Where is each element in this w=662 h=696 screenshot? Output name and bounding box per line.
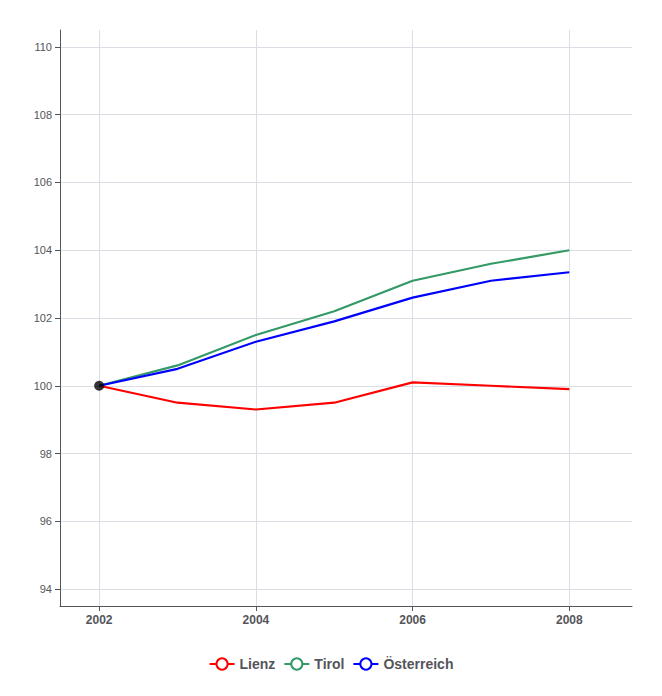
svg-text:2002: 2002	[86, 613, 113, 627]
svg-text:96: 96	[40, 515, 52, 527]
svg-text:Österreich: Österreich	[383, 656, 453, 672]
svg-text:104: 104	[34, 244, 52, 256]
svg-text:2004: 2004	[243, 613, 270, 627]
svg-text:Tirol: Tirol	[314, 656, 344, 672]
svg-text:108: 108	[34, 109, 52, 121]
svg-text:100: 100	[34, 380, 52, 392]
svg-text:102: 102	[34, 312, 52, 324]
svg-text:98: 98	[40, 448, 52, 460]
svg-text:Lienz: Lienz	[240, 656, 276, 672]
svg-text:94: 94	[40, 583, 52, 595]
svg-text:106: 106	[34, 176, 52, 188]
svg-text:2006: 2006	[399, 613, 426, 627]
svg-text:110: 110	[34, 41, 52, 53]
svg-text:2008: 2008	[556, 613, 583, 627]
